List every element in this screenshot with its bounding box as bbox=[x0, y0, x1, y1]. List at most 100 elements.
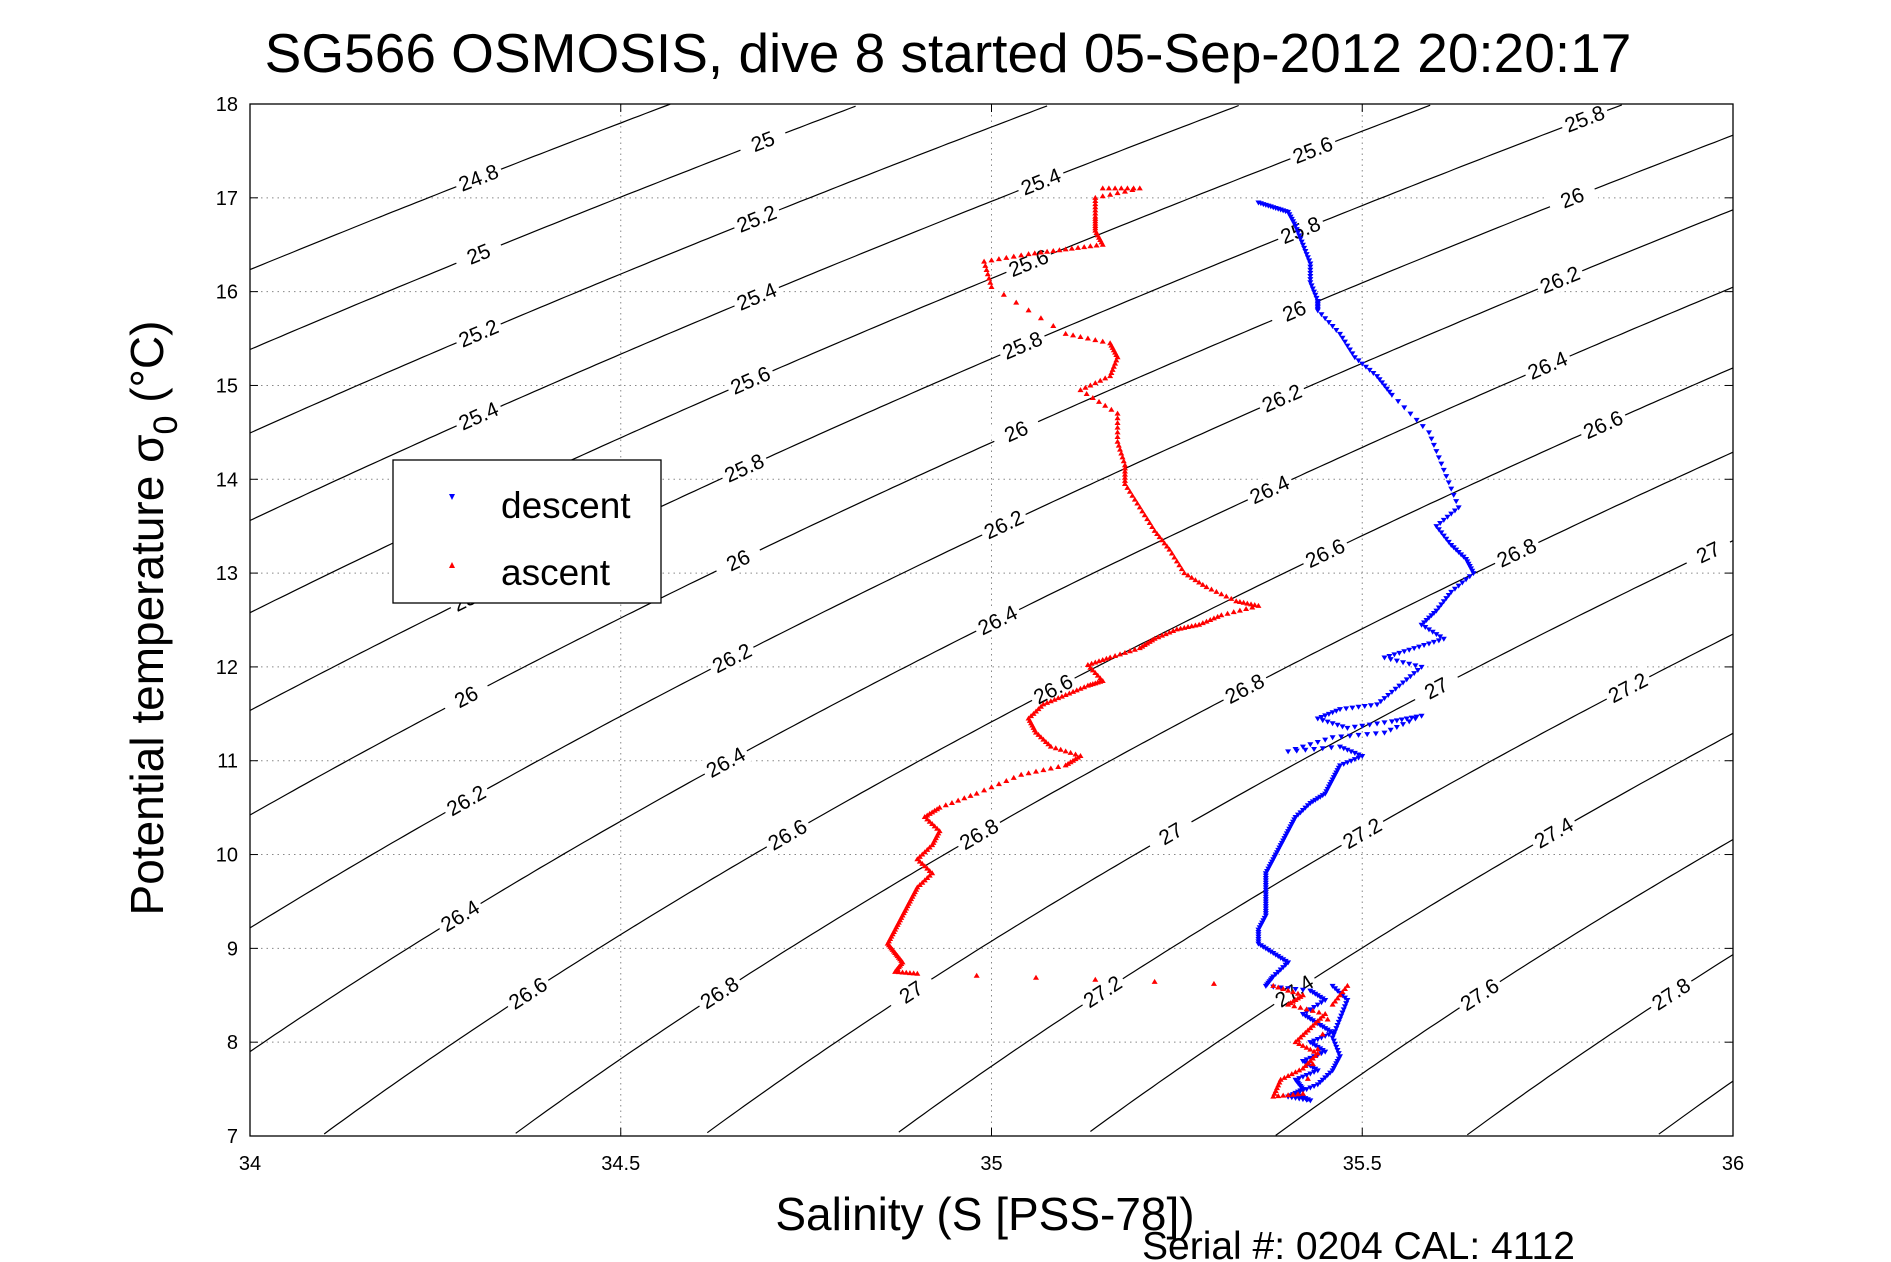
y-axis-label-sigma: σ bbox=[121, 434, 173, 462]
descent-point bbox=[1388, 689, 1395, 695]
ascent-point bbox=[1181, 570, 1188, 576]
descent-point bbox=[1411, 646, 1418, 652]
ascent-point bbox=[1083, 391, 1090, 397]
x-tick-label: 34 bbox=[239, 1153, 261, 1175]
descent-point bbox=[1344, 760, 1351, 766]
ascent-point bbox=[1010, 774, 1017, 780]
descent-point bbox=[1379, 380, 1386, 386]
descent-point bbox=[1302, 747, 1309, 753]
isopycnal-label-group: 26.8 bbox=[951, 811, 1006, 856]
isopycnal-label-group: 25.4 bbox=[451, 394, 505, 436]
isopycnal-line bbox=[323, 367, 1734, 1135]
isopycnal-label-bg bbox=[729, 197, 784, 239]
isopycnal-label-group: 26 bbox=[1545, 176, 1599, 217]
ascent-point bbox=[1339, 989, 1346, 995]
ascent-point bbox=[1067, 749, 1074, 755]
ascent-point bbox=[929, 842, 936, 848]
descent-point bbox=[1329, 735, 1336, 741]
ascent-point bbox=[924, 816, 931, 822]
ascent-point bbox=[916, 882, 923, 888]
isopycnal-label-group: 27 bbox=[1143, 810, 1197, 856]
ascent-point bbox=[1285, 1001, 1292, 1007]
descent-point bbox=[1351, 750, 1358, 756]
ascent-point bbox=[1018, 771, 1025, 777]
isopycnal-label-group: 25.4 bbox=[1013, 160, 1068, 201]
ascent-point bbox=[1032, 974, 1039, 980]
descent-point bbox=[1337, 331, 1344, 337]
ascent-point bbox=[1121, 474, 1128, 480]
descent-point bbox=[1355, 732, 1362, 738]
descent-point bbox=[1262, 983, 1269, 989]
ascent-point bbox=[1177, 625, 1184, 631]
ascent-point bbox=[1294, 1091, 1301, 1097]
ascent-point bbox=[1203, 618, 1210, 624]
ascent-point bbox=[1312, 1052, 1319, 1058]
isopycnal-label-bg bbox=[1545, 176, 1599, 217]
ascent-point bbox=[1081, 684, 1088, 690]
ascent-point bbox=[1134, 500, 1141, 506]
ascent-point bbox=[1013, 299, 1020, 305]
descent-point bbox=[1418, 713, 1425, 719]
ascent-point bbox=[934, 825, 941, 831]
y-tick-label: 10 bbox=[216, 845, 238, 867]
ascent-point bbox=[1324, 1016, 1331, 1022]
ascent-point bbox=[1304, 1075, 1311, 1081]
ascent-point bbox=[1299, 1090, 1306, 1096]
ascent-point bbox=[1092, 659, 1099, 665]
descent-point bbox=[1459, 580, 1466, 586]
isopycnal-label-bg bbox=[1643, 970, 1698, 1017]
descent-point bbox=[1314, 739, 1321, 745]
ascent-point bbox=[1114, 415, 1121, 421]
descent-point bbox=[1322, 737, 1329, 743]
descent-point bbox=[1406, 719, 1413, 725]
isopycnal-label-group: 26.6 bbox=[1026, 666, 1080, 711]
ascent-point bbox=[1035, 731, 1042, 737]
descent-point bbox=[1403, 677, 1410, 683]
ascent-point bbox=[1322, 1011, 1329, 1017]
ascent-point bbox=[929, 821, 936, 827]
ascent-point bbox=[1117, 651, 1124, 657]
ascent-point bbox=[1207, 617, 1214, 622]
ascent-point bbox=[1178, 566, 1185, 572]
descent-point bbox=[1445, 539, 1452, 545]
descent-point bbox=[1376, 377, 1383, 383]
descent-point bbox=[1392, 686, 1399, 692]
ascent-point bbox=[1210, 980, 1217, 986]
descent-point bbox=[1332, 986, 1339, 992]
ascent-point bbox=[1099, 657, 1106, 663]
descent-point bbox=[1355, 704, 1362, 710]
ascent-point bbox=[914, 856, 921, 862]
descent-point bbox=[1418, 622, 1425, 628]
descent-point bbox=[1451, 508, 1458, 514]
descent-point bbox=[1324, 1073, 1331, 1079]
descent-point bbox=[1292, 987, 1299, 993]
isopycnal-label-group: 26.4 bbox=[1242, 467, 1297, 510]
ascent-point bbox=[1121, 465, 1128, 471]
descent-point bbox=[1414, 668, 1421, 674]
ascent-point bbox=[1303, 1006, 1310, 1012]
ascent-point bbox=[1302, 1029, 1309, 1035]
ascent-point bbox=[1299, 1065, 1306, 1071]
ascent-point bbox=[1213, 588, 1220, 594]
ascent-point bbox=[995, 256, 1002, 262]
ascent-point bbox=[1166, 546, 1173, 552]
isopycnal-label-bg bbox=[1267, 289, 1321, 331]
isopycnal-line bbox=[1658, 1080, 1734, 1135]
descent-point bbox=[1429, 629, 1436, 635]
isopycnal-label-group: 26 bbox=[1267, 289, 1321, 331]
descent-point bbox=[1430, 639, 1437, 645]
isopycnal-label-bg bbox=[735, 120, 790, 161]
ascent-point bbox=[1105, 185, 1112, 191]
data-series bbox=[884, 185, 1477, 1104]
ascent-point bbox=[1337, 992, 1344, 998]
isopycnal-label: 25.6 bbox=[1006, 245, 1053, 282]
ascent-point bbox=[1055, 695, 1062, 701]
ascent-point bbox=[1285, 1092, 1292, 1098]
isopycnal-label-group: 25.8 bbox=[717, 446, 771, 489]
descent-point bbox=[1349, 351, 1356, 357]
descent-point bbox=[1381, 720, 1388, 726]
descent-point bbox=[1444, 514, 1451, 520]
ascent-point bbox=[924, 846, 931, 852]
isopycnal-label: 25.2 bbox=[734, 201, 780, 238]
descent-point bbox=[1303, 1073, 1310, 1079]
